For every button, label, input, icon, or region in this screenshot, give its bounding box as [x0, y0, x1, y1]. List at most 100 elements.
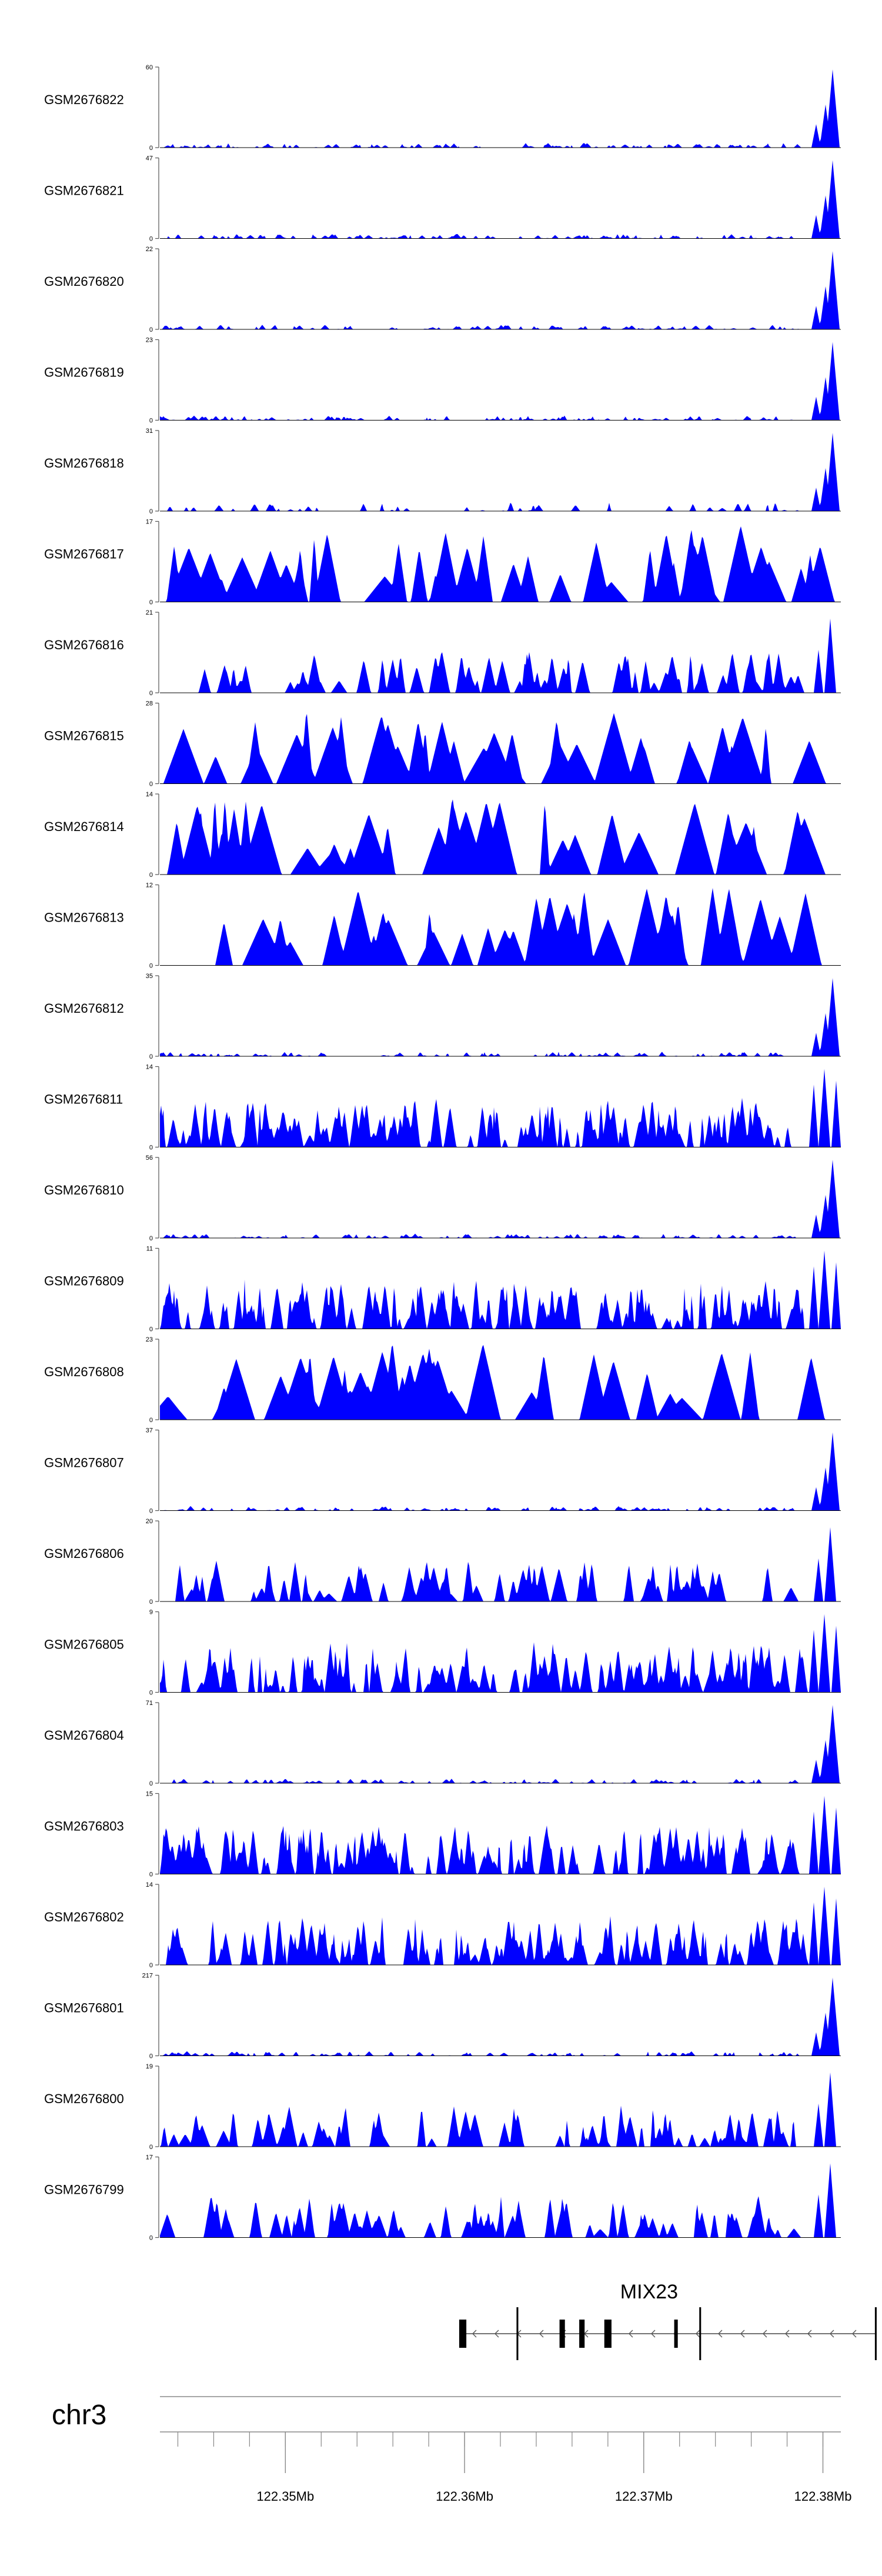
coverage-area — [160, 887, 841, 966]
track-label: GSM2676818 — [44, 456, 124, 471]
strand-arrow — [650, 2330, 656, 2338]
y-min-label: 0 — [149, 1690, 153, 1697]
y-max-label: 14 — [146, 1881, 153, 1888]
strand-arrow — [717, 2330, 723, 2338]
y-max-label: 56 — [146, 1154, 153, 1162]
track-label: GSM2676800 — [44, 2091, 124, 2106]
track-label: GSM2676817 — [44, 547, 124, 562]
gene-label: MIX23 — [620, 2281, 678, 2303]
coverage-area — [160, 799, 841, 875]
track-label: GSM2676808 — [44, 1364, 124, 1379]
y-max-label: 23 — [146, 1336, 153, 1343]
track-GSM2676805: GSM2676805 9 0 — [44, 1609, 841, 1697]
coverage-area — [160, 251, 841, 329]
y-max-label: 14 — [146, 1064, 153, 1071]
track-GSM2676801: GSM2676801 217 0 — [44, 1973, 841, 2060]
coverage-area — [160, 713, 841, 784]
track-GSM2676808: GSM2676808 23 0 — [44, 1336, 841, 1424]
track-GSM2676811: GSM2676811 14 0 — [44, 1064, 841, 1152]
y-min-label: 0 — [149, 1235, 153, 1242]
strand-arrow — [539, 2330, 544, 2338]
track-GSM2676806: GSM2676806 20 0 — [44, 1518, 841, 1606]
strand-arrow — [472, 2330, 477, 2338]
coverage-area — [160, 1887, 841, 1965]
y-max-label: 21 — [146, 609, 153, 616]
y-max-label: 9 — [149, 1609, 153, 1616]
strand-arrow — [494, 2330, 499, 2338]
y-min-label: 0 — [149, 326, 153, 333]
coverage-area — [160, 1432, 841, 1511]
y-min-label: 0 — [149, 1417, 153, 1424]
y-max-label: 22 — [146, 246, 153, 253]
y-min-label: 0 — [149, 599, 153, 606]
gene-exon — [674, 2320, 678, 2348]
strand-arrow — [829, 2330, 834, 2338]
y-min-label: 0 — [149, 1962, 153, 1969]
coverage-area — [160, 1527, 841, 1601]
y-min-label: 0 — [149, 1326, 153, 1333]
coverage-area — [160, 433, 841, 511]
gene-exon — [516, 2307, 519, 2360]
track-GSM2676814: GSM2676814 14 0 — [44, 791, 841, 879]
coverage-area — [160, 342, 841, 421]
gene-exon — [604, 2320, 612, 2348]
axis-tick-label: 122.35Mb — [256, 2489, 314, 2504]
coverage-area — [160, 1344, 841, 1420]
y-min-label: 0 — [149, 2144, 153, 2151]
track-GSM2676813: GSM2676813 12 0 — [44, 882, 841, 970]
track-label: GSM2676811 — [44, 1092, 123, 1107]
track-label: GSM2676821 — [44, 183, 124, 198]
y-max-label: 47 — [146, 155, 153, 162]
track-GSM2676803: GSM2676803 15 0 — [44, 1791, 841, 1878]
y-max-label: 15 — [146, 1791, 153, 1798]
track-GSM2676809: GSM2676809 11 0 — [44, 1246, 841, 1333]
gene-exon — [699, 2307, 701, 2360]
y-max-label: 17 — [146, 2154, 153, 2161]
y-min-label: 0 — [149, 690, 153, 697]
track-label: GSM2676815 — [44, 729, 124, 743]
track-label: GSM2676809 — [44, 1274, 124, 1289]
track-GSM2676817: GSM2676817 17 0 — [44, 519, 841, 606]
y-max-label: 71 — [146, 1700, 153, 1707]
gene-exon — [459, 2320, 467, 2348]
axis-tick-label: 122.38Mb — [794, 2489, 852, 2504]
track-label: GSM2676805 — [44, 1637, 124, 1652]
gene-exon — [559, 2320, 565, 2348]
track-GSM2676818: GSM2676818 31 0 — [44, 428, 841, 515]
gene-model: MIX23 — [459, 2281, 877, 2360]
y-min-label: 0 — [149, 1599, 153, 1606]
track-label: GSM2676812 — [44, 1001, 124, 1016]
coverage-area — [160, 69, 841, 148]
track-label: GSM2676813 — [44, 910, 124, 925]
y-min-label: 0 — [149, 2235, 153, 2242]
y-max-label: 28 — [146, 700, 153, 708]
y-max-label: 217 — [142, 1973, 153, 1980]
y-max-label: 31 — [146, 428, 153, 435]
track-label: GSM2676799 — [44, 2183, 124, 2197]
gene-exon — [874, 2307, 877, 2360]
y-min-label: 0 — [149, 1508, 153, 1515]
y-max-label: 35 — [146, 973, 153, 980]
coverage-area — [160, 618, 841, 693]
track-label: GSM2676819 — [44, 365, 124, 380]
coverage-area — [160, 1069, 841, 1147]
axis-tick-label: 122.36Mb — [436, 2489, 493, 2504]
track-GSM2676799: GSM2676799 17 0 — [44, 2154, 841, 2242]
strand-arrow — [762, 2330, 767, 2338]
coverage-area — [160, 1796, 841, 1874]
track-label: GSM2676803 — [44, 1819, 124, 1834]
y-min-label: 0 — [149, 1780, 153, 1787]
y-min-label: 0 — [149, 1871, 153, 1878]
track-label: GSM2676801 — [44, 2001, 124, 2016]
y-max-label: 17 — [146, 519, 153, 526]
y-min-label: 0 — [149, 1053, 153, 1060]
track-GSM2676800: GSM2676800 19 0 — [44, 2063, 841, 2151]
track-GSM2676815: GSM2676815 28 0 — [44, 700, 841, 788]
y-max-label: 60 — [146, 64, 153, 71]
strand-arrow — [807, 2330, 812, 2338]
track-GSM2676816: GSM2676816 21 0 — [44, 609, 841, 697]
y-min-label: 0 — [149, 418, 153, 425]
y-min-label: 0 — [149, 1144, 153, 1152]
track-label: GSM2676804 — [44, 1728, 124, 1743]
